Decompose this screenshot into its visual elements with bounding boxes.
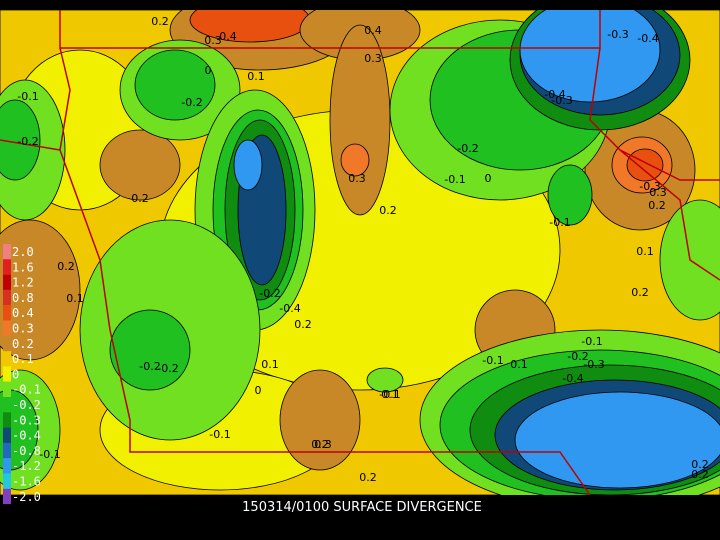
contour-labels: 0.20.30.4 0.40.3-0.3 -0.4-0.1 -0.20 0.1-0.2-… [17,15,708,484]
legend-swatch [3,274,11,290]
legend-swatch [3,427,11,443]
legend-label: 0.4 [12,306,34,320]
contour-label: 0.4 [219,30,237,43]
contour-label: 0.2 [359,471,377,484]
contour-label: -0.3 [639,180,660,193]
contour-label: -0.1 [379,388,400,401]
contour-label: -0.1 [549,216,570,229]
contour-label: -0.1 [209,428,230,441]
contour-label: 0.3 [364,52,382,65]
legend-swatch [3,381,11,397]
contour-label: -0.4 [637,32,658,45]
contour-label: 0.2 [294,318,312,331]
contour-label: -0.2 [139,360,160,373]
contour-label: -0.1 [39,448,60,461]
contour-label: 0.2 [311,438,329,451]
contour-label: 0 [255,384,262,397]
legend-label: -0.1 [12,383,41,397]
contour-label: 0.1 [247,70,265,83]
contour-label: -0.1 [17,90,38,103]
divergence-field [0,10,720,495]
contour-label: -0.3 [607,28,628,41]
contour-label: -0.4 [544,88,565,101]
contour-label: -0.2 [157,362,178,375]
contour-label: 0.4 [364,24,382,37]
map-title: 150314/0100 SURFACE DIVERGENCE [242,500,482,515]
legend-swatch [3,289,11,306]
legend-label: 0.1 [12,352,34,366]
contour-label: 0 [485,172,492,185]
legend: 2.01.6 1.20.80.4 0.30.20.10 -0.1-0.2-0.3 -0.… [3,244,41,505]
legend-label: -0.4 [12,429,41,443]
legend-swatch [3,488,11,505]
contour-label: 0.2 [57,260,75,273]
contour-label: -0.1 [581,335,602,348]
contour-label: 0.3 [314,438,332,451]
contour-label: 0.2 [691,458,709,471]
legend-label: 1.2 [12,276,34,290]
contour-label: -0.3 [551,94,572,107]
contour-label: -0.4 [562,372,583,385]
contour-label: 0.2 [379,204,397,217]
contour-label: 0.2 [151,15,169,28]
contour-label: -0.1 [482,354,503,367]
contour-label: 0.2 [131,192,149,205]
legend-label: 2.0 [12,245,34,259]
contour-label: -0.2 [259,287,280,300]
contour-label: 0.3 [348,172,366,185]
contour-label: -0.4 [279,302,300,315]
legend-swatch [3,366,11,382]
contour-label: 0.3 [649,186,667,199]
contour-label: 0.2 [631,286,649,299]
legend-swatch [3,458,11,474]
legend-label: 0.2 [12,337,34,351]
contour-label: 0.2 [691,468,709,481]
legend-swatch [3,397,11,413]
legend-label: 0.3 [12,322,34,336]
contour-label: 0.2 [648,199,666,212]
contour-label: -0.2 [457,142,478,155]
legend-swatch [3,259,11,275]
legend-label: -0.8 [12,444,41,458]
contour-label: 0.3 [204,34,222,47]
legend-label: 0 [12,367,19,381]
legend-label: -2.0 [12,490,41,504]
legend-label: 1.6 [12,260,34,274]
legend-label: -1.2 [12,459,41,473]
contour-label: -0.3 [583,358,604,371]
contour-label: 0.1 [510,358,528,371]
contour-label: -0.2 [17,135,38,148]
contour-label: 0.1 [261,358,279,371]
legend-swatch [3,244,11,260]
legend-swatch [3,473,11,489]
legend-swatch [3,305,11,321]
contour-label: -0.2 [181,96,202,109]
state-borders [0,10,720,495]
legend-swatch [3,412,11,428]
legend-swatch [3,335,11,352]
contour-label: 0 [205,64,212,77]
legend-label: 0.8 [12,291,34,305]
contour-label: 0.1 [381,388,399,401]
contour-label: -0.2 [567,350,588,363]
legend-label: -0.3 [12,413,41,427]
contour-label: 0.1 [636,245,654,258]
legend-swatch [3,442,11,459]
legend-label: -0.2 [12,398,41,412]
contour-label: 0.1 [66,292,84,305]
contour-label: -0.1 [444,173,465,186]
legend-label: -1.6 [12,475,41,489]
legend-swatch [3,320,11,336]
legend-swatch [3,351,11,367]
